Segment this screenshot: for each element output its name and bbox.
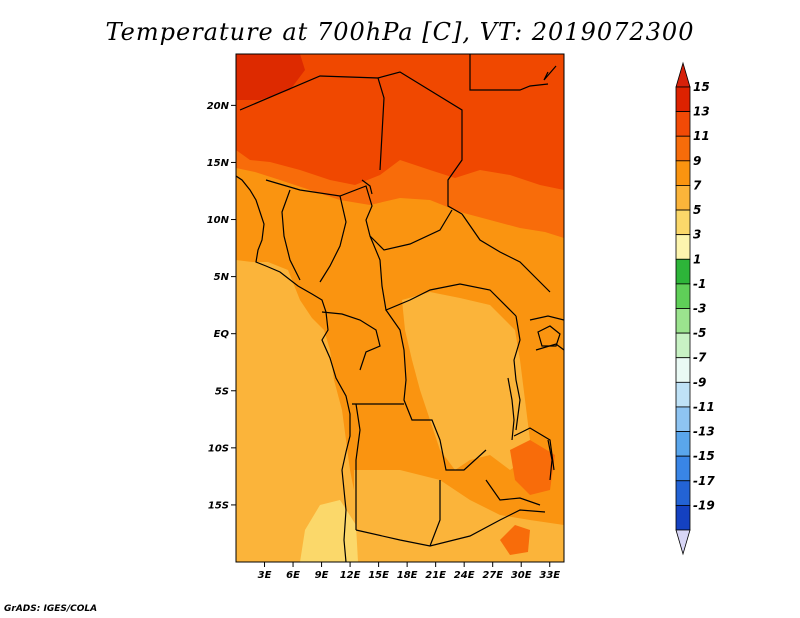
colorbar-label: -13 xyxy=(693,425,715,439)
lake-victoria xyxy=(537,325,561,347)
border-19 xyxy=(485,479,541,506)
border-4 xyxy=(265,179,453,251)
lon-tick-label: 24E xyxy=(454,570,475,581)
lake-tanganyika xyxy=(507,377,515,441)
lat-axis: 20N 15N 10N 5N EQ 5S 10S 15S xyxy=(207,101,236,511)
border-3 xyxy=(469,54,549,91)
border-9 xyxy=(321,311,381,371)
zone-hot-north xyxy=(236,54,564,190)
colorbar-swatch xyxy=(675,86,691,113)
colorbar-label: 7 xyxy=(693,178,702,192)
border-13 xyxy=(355,509,546,547)
colorbar-swatch xyxy=(675,258,691,285)
colorbar-swatch xyxy=(675,135,691,162)
lon-tick-label: 18E xyxy=(397,570,418,581)
border-8 xyxy=(369,235,517,317)
zone-warm-lake xyxy=(510,440,555,495)
colorbar-swatch xyxy=(675,283,691,309)
colorbar-label: 1 xyxy=(693,252,701,266)
lon-tick-label: 12E xyxy=(340,570,361,581)
colorbar-swatch xyxy=(675,234,691,260)
lon-tick-label: 30E xyxy=(511,570,532,581)
lon-tick-label: 15E xyxy=(368,570,389,581)
colorbar-swatch xyxy=(675,209,691,236)
lon-tick-label: 9E xyxy=(315,570,329,581)
lat-tick-label: 5N xyxy=(214,272,230,283)
coastline-west xyxy=(236,175,351,562)
lon-tick-label: 21E xyxy=(425,570,446,581)
border-10 xyxy=(385,309,487,471)
colorbar-label: -9 xyxy=(693,375,706,389)
coast-east xyxy=(543,65,557,81)
colorbar-label: -3 xyxy=(693,302,706,316)
map-frame xyxy=(235,53,565,563)
colorbar: 15 13 11 9 7 5 3 1 -1 -3 -5 -7 -9 -11 -13 -15 -17 -19 xyxy=(675,61,715,556)
border-16 xyxy=(529,315,564,321)
colorbar-label: -11 xyxy=(693,400,715,414)
lat-tick-label: EQ xyxy=(214,329,230,340)
lon-tick-label: 33E xyxy=(539,570,560,581)
colorbar-label: -19 xyxy=(693,498,715,512)
colorbar-swatch xyxy=(675,308,691,334)
colorbar-label: 5 xyxy=(693,203,701,217)
chart-title: Temperature at 700hPa [C], VT: 201907230… xyxy=(105,18,695,46)
lake-chad xyxy=(361,179,373,195)
border-7 xyxy=(461,213,551,293)
colorbar-bottom-arrow xyxy=(675,529,691,556)
lon-tick-label: 27E xyxy=(482,570,503,581)
border-6 xyxy=(319,195,347,283)
zone-coolest-sw xyxy=(300,500,358,562)
colorbar-label: 3 xyxy=(693,228,701,242)
lat-tick-label: 10S xyxy=(208,443,229,454)
colorbar-swatch xyxy=(675,504,691,531)
border-14 xyxy=(429,480,441,547)
colorbar-top-arrow xyxy=(675,61,691,88)
lat-tick-label: 15N xyxy=(207,158,230,169)
colorbar-swatch xyxy=(675,185,691,211)
colorbar-swatch xyxy=(675,455,691,482)
border-17 xyxy=(535,343,564,351)
temperature-field xyxy=(236,54,564,562)
colorbar-label: -7 xyxy=(693,351,707,365)
colorbar-label: -5 xyxy=(693,326,706,340)
lat-tick-label: 10N xyxy=(207,215,230,226)
border-12 xyxy=(355,403,361,530)
lon-axis: 3E 6E 9E 12E 15E 18E 21E 24E 27E 30E 33E xyxy=(258,562,560,581)
colorbar-swatch xyxy=(675,480,691,506)
grads-credit: GrADS: IGES/COLA xyxy=(4,604,98,614)
country-borders xyxy=(236,54,564,562)
colorbar-label: -15 xyxy=(693,449,715,463)
zone-hottest-nw xyxy=(236,54,305,100)
colorbar-label: -1 xyxy=(693,277,706,291)
colorbar-label: 13 xyxy=(693,105,710,119)
lon-tick-label: 6E xyxy=(286,570,300,581)
lat-tick-label: 15S xyxy=(208,500,229,511)
border-15 xyxy=(513,315,521,431)
colorbar-swatch xyxy=(675,431,691,457)
colorbar-swatch xyxy=(675,160,691,186)
border-2 xyxy=(377,71,463,215)
border-18 xyxy=(513,427,555,471)
colorbar-swatch xyxy=(675,381,691,408)
colorbar-label: 15 xyxy=(693,80,710,94)
lat-tick-label: 20N xyxy=(207,101,230,112)
lat-tick-label: 5S xyxy=(215,386,229,397)
colorbar-swatch xyxy=(675,406,691,432)
lake-malawi xyxy=(547,439,553,481)
border-5 xyxy=(281,189,301,281)
colorbar-label: -17 xyxy=(693,474,715,488)
colorbar-swatch xyxy=(675,357,691,383)
zone-warm-southeast xyxy=(500,525,530,555)
colorbar-swatch xyxy=(675,332,691,359)
lon-tick-label: 3E xyxy=(258,570,272,581)
colorbar-label: 9 xyxy=(693,154,701,168)
colorbar-label: 11 xyxy=(693,129,710,143)
zone-cool-west xyxy=(236,260,356,562)
colorbar-swatch xyxy=(675,111,691,137)
